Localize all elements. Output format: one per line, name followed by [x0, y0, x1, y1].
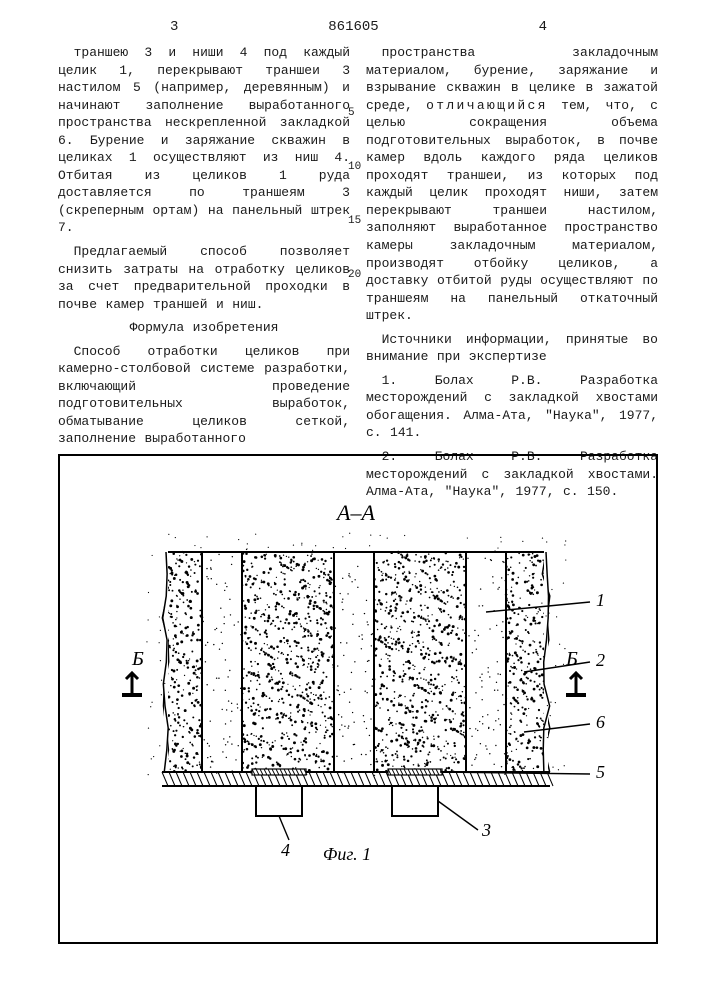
- paragraph: Предлагаемый способ позволяет снизить за…: [58, 243, 350, 313]
- svg-text:1: 1: [596, 590, 605, 610]
- svg-text:6: 6: [596, 712, 605, 732]
- sources-title: Источники информации, принятые во вниман…: [366, 331, 658, 366]
- page-number-right: 4: [539, 18, 547, 37]
- formula-title: Формула изобретения: [58, 319, 350, 337]
- svg-text:2: 2: [596, 650, 605, 670]
- svg-text:3: 3: [481, 820, 491, 840]
- left-column: траншею 3 и ниши 4 под каждый целик 1, п…: [58, 44, 350, 507]
- svg-text:Фиг. 1: Фиг. 1: [323, 844, 371, 864]
- figure-frame: А–А Б Б 1 2 6 5 3 4 Фиг. 1: [58, 454, 658, 944]
- svg-text:4: 4: [281, 840, 290, 860]
- paragraph: Способ отработки целиков при камерно-сто…: [58, 343, 350, 448]
- source-entry: 1. Болах Р.В. Разработка месторождений с…: [366, 372, 658, 442]
- figure-1: А–А Б Б 1 2 6 5 3 4 Фиг. 1: [106, 482, 606, 902]
- page-header: 3 861605 4: [0, 18, 707, 37]
- svg-text:А–А: А–А: [335, 500, 375, 525]
- paragraph: пространства закладочным материалом, бур…: [366, 44, 658, 325]
- right-column: пространства закладочным материалом, бур…: [366, 44, 658, 507]
- page-number-left: 3: [170, 18, 178, 37]
- document-number: 861605: [328, 18, 378, 37]
- paragraph: траншею 3 и ниши 4 под каждый целик 1, п…: [58, 44, 350, 237]
- svg-text:Б: Б: [131, 648, 144, 670]
- svg-text:5: 5: [596, 762, 605, 782]
- text-columns: траншею 3 и ниши 4 под каждый целик 1, п…: [58, 44, 658, 507]
- svg-text:Б: Б: [565, 648, 578, 670]
